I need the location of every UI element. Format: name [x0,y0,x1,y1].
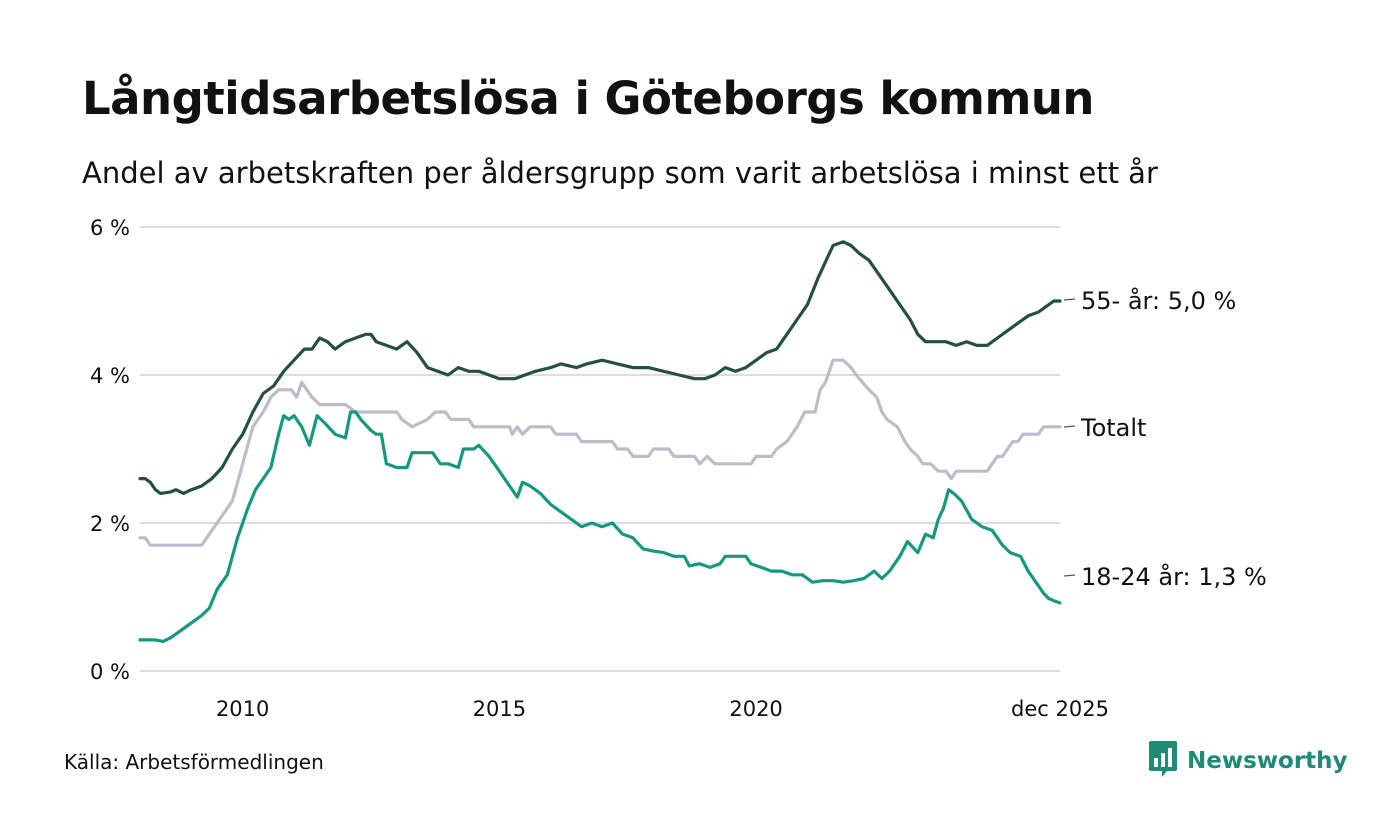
newsworthy-logo-icon [1148,740,1178,782]
x-tick-label: 2020 [729,697,782,721]
source-note: Källa: Arbetsförmedlingen [64,750,324,774]
end-label-tick [1063,574,1076,577]
series-lines [138,240,1062,643]
x-tick-label: 2010 [216,697,269,721]
series-line [138,240,1062,495]
series-end-label: Totalt [1080,414,1146,442]
y-axis: 0 % 2 % 4 % 6 % [90,216,130,684]
brand-name: Newsworthy [1187,748,1348,774]
end-label-tick [1063,298,1076,301]
y-tick-label: 0 % [90,660,130,684]
series-end-label: 18-24 år: 1,3 % [1081,562,1267,591]
y-tick-label: 6 % [90,216,130,240]
brand-logo[interactable]: Newsworthy [1148,740,1348,782]
chart-title: Långtidsarbetslösa i Göteborgs kommun [82,72,1094,125]
end-label-tick [1063,425,1076,428]
series-line [138,358,1062,547]
gridlines [140,226,1060,672]
end-labels: Totalt 55- år: 5,0 % 18-24 år: 1,3 % [1063,286,1267,591]
y-tick-label: 2 % [90,512,130,536]
chart-subtitle: Andel av arbetskraften per åldersgrupp s… [82,156,1158,190]
x-tick-label: 2015 [473,697,526,721]
y-tick-label: 4 % [90,364,130,388]
series-end-label: 55- år: 5,0 % [1081,286,1236,315]
x-axis: 2010 2015 2020 dec 2025 [216,697,1109,721]
x-tick-label: dec 2025 [1011,697,1109,721]
series-line [138,410,1062,643]
